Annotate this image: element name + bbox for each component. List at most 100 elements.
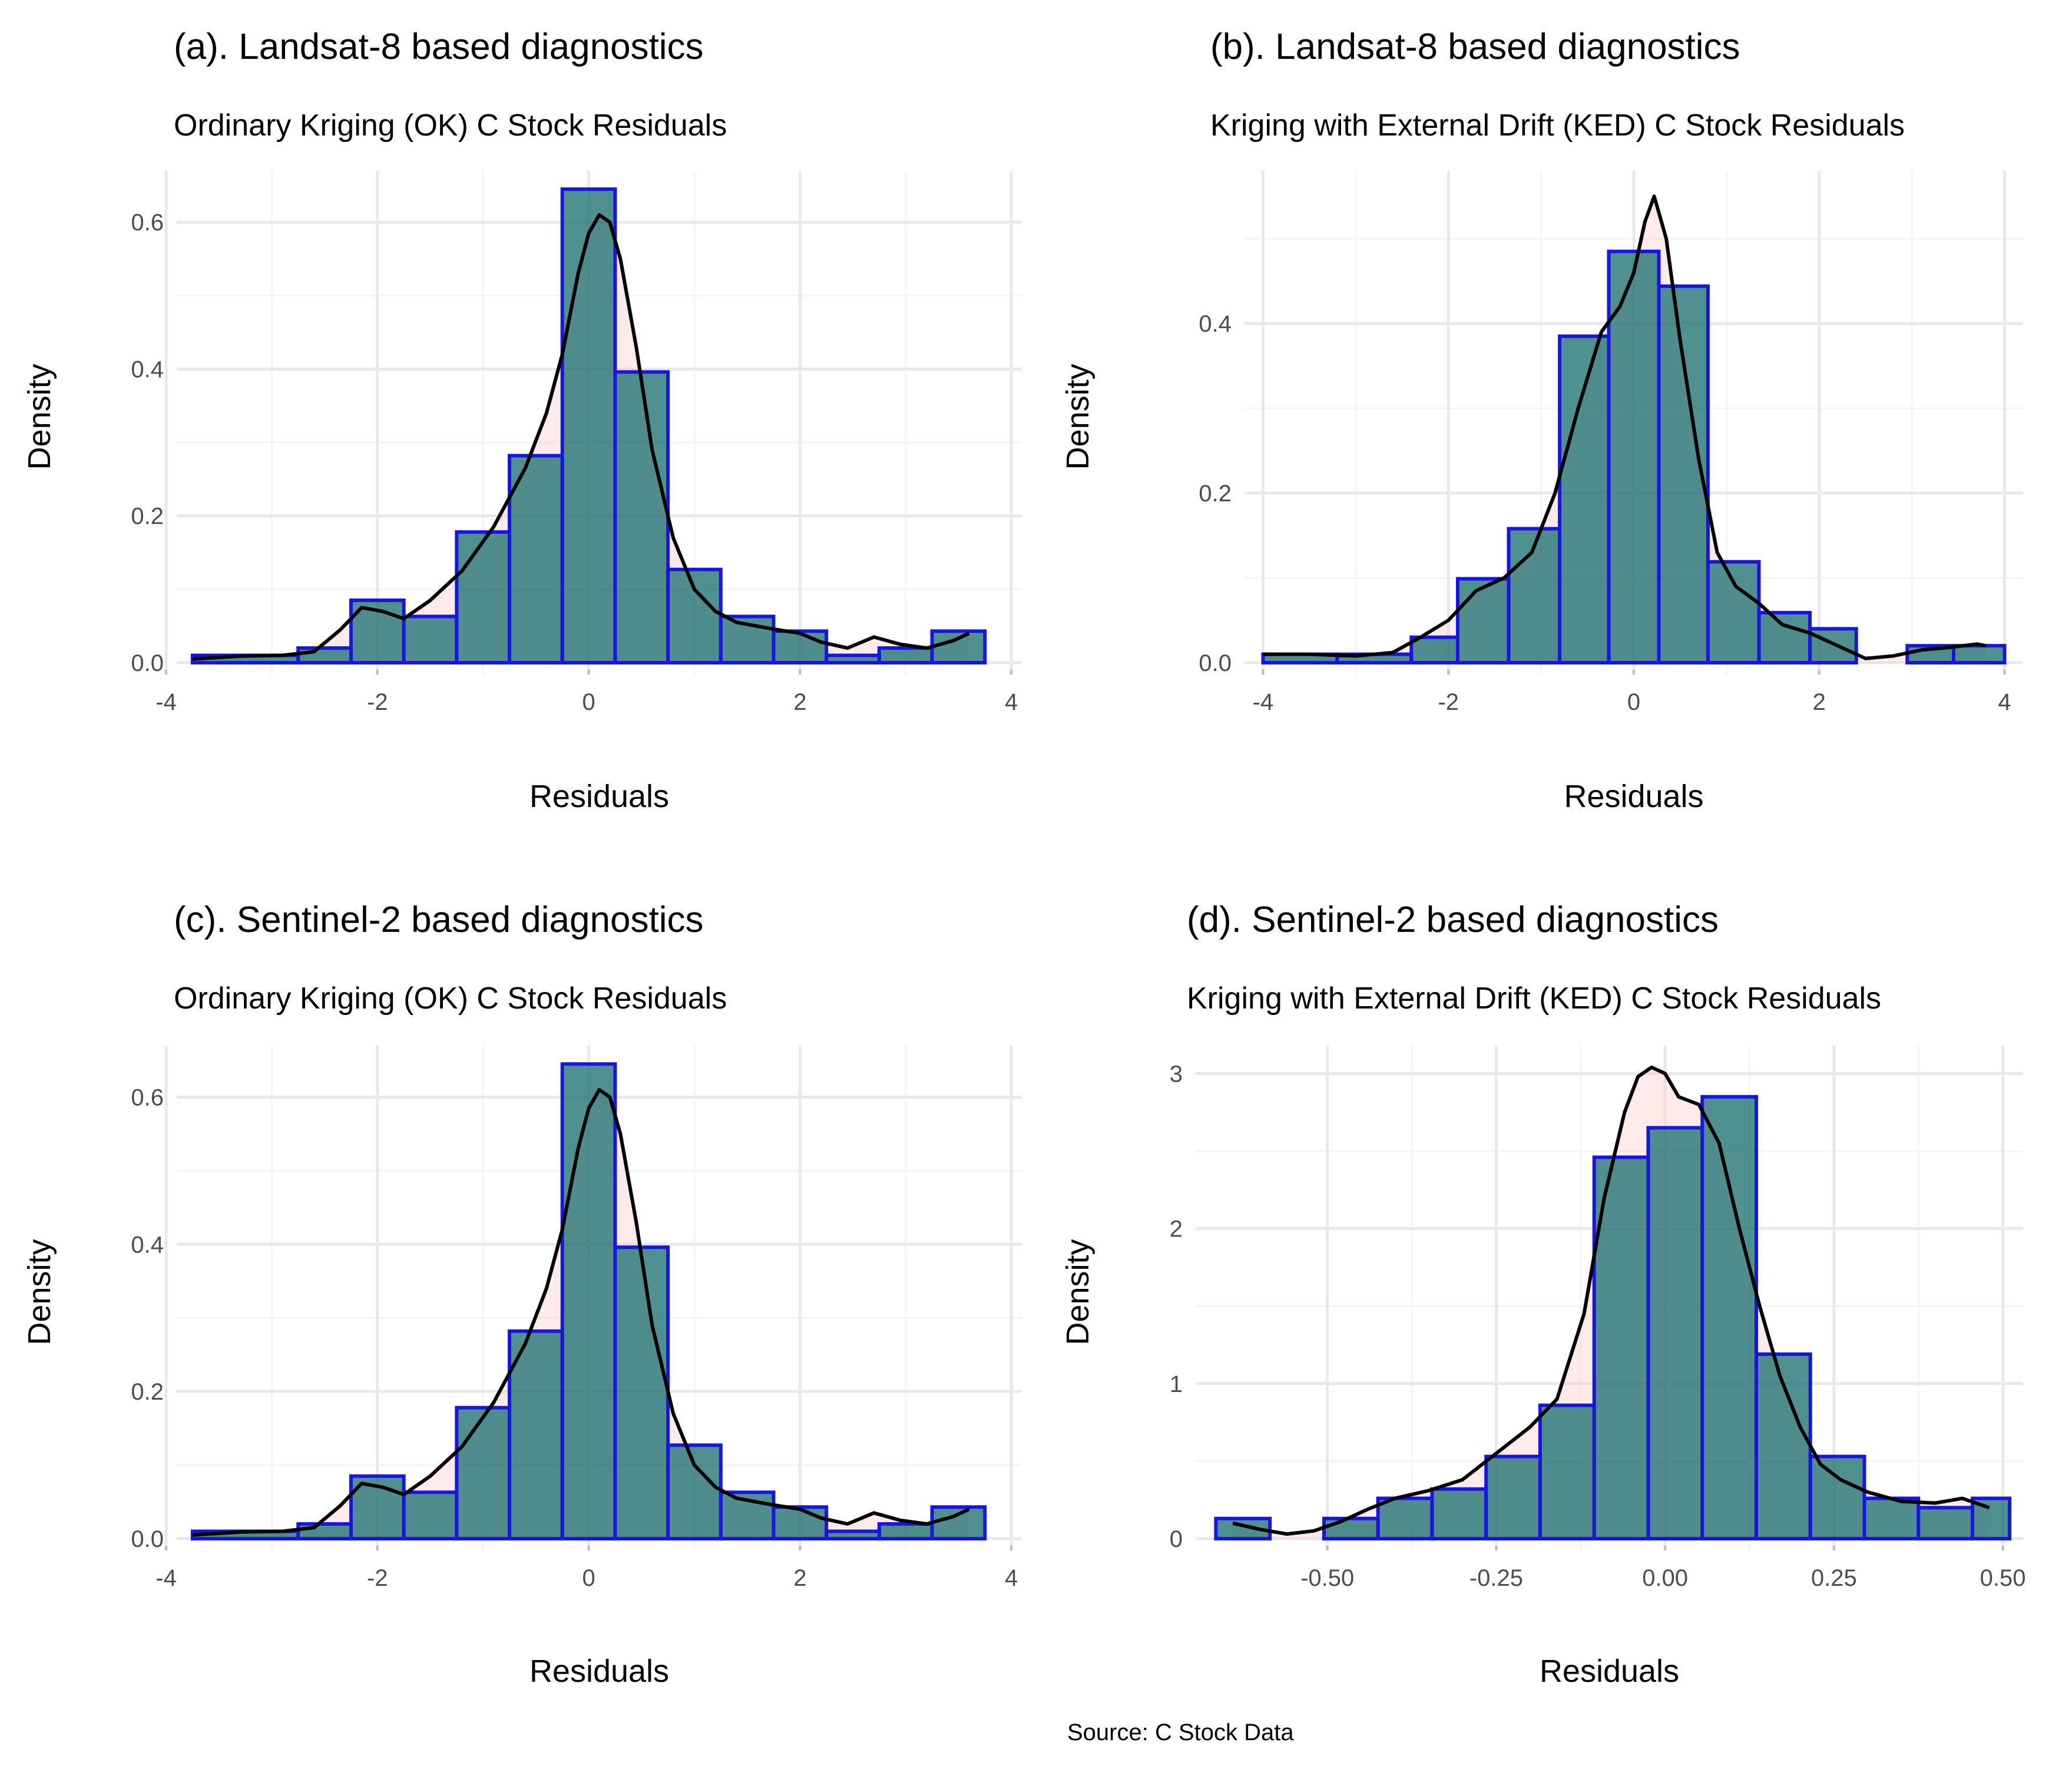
panel-a-histogram-bar-8 [666,567,723,664]
panel-a-histogram-bar-6 [560,187,617,664]
panel-d-histogram-bar-6 [1538,1403,1596,1541]
panel-c-title: (c). Sentinel-2 based diagnostics [174,900,703,940]
panel-c-x-tick-label: 2 [793,1565,806,1591]
panel-b-subtitle: Kriging with External Drift (KED) C Stoc… [1210,108,1905,143]
panel-b-x-tick-label: -2 [1438,689,1459,715]
panel-a-x-tick-label: 4 [1005,689,1018,715]
panel-c-histogram-bar-1 [296,1522,353,1540]
panel-d-subtitle: Kriging with External Drift (KED) C Stoc… [1187,981,1881,1016]
panel-b-x-axis-title: Residuals [1564,779,1703,814]
panel-c-histogram-bar-4 [455,1406,512,1540]
panel-a-title: (a). Landsat-8 based diagnostics [174,27,704,67]
panel-c-y-tick-label: 0.4 [131,1232,164,1258]
panel-b-x-tick-label: 2 [1813,689,1826,715]
panel-a-x-tick-label: 2 [793,689,806,715]
panel-d-histogram-bar-3 [1376,1496,1434,1540]
panel-a-histogram-bar-11 [825,653,881,665]
panel-d-histogram-bar-12 [1862,1496,1921,1540]
panel-a-y-tick-label: 0.0 [131,650,164,676]
panel-c-y-tick-label: 0.0 [131,1526,164,1552]
panel-a-histogram-bar-12 [877,646,934,664]
panel-a-y-tick-label: 0.6 [131,210,164,236]
panel-d-title: (d). Sentinel-2 based diagnostics [1187,900,1719,940]
panel-c-x-tick-label: 4 [1005,1565,1018,1591]
panel-d-density-line [1232,1065,1990,1536]
panel-b-x-tick-label: -4 [1253,689,1274,715]
panel-b-y-tick-label: 0.0 [1199,650,1232,676]
panel-c-histogram-bar-7 [613,1245,670,1540]
panel-d-x-tick-label: -0.50 [1300,1565,1354,1591]
panel-a-histogram-bar-9 [719,614,776,665]
panel-b-histogram-bar-13 [1951,644,2007,665]
panel-c-histogram-bar-13 [930,1505,987,1540]
panel-a-x-tick-label: 0 [582,689,595,715]
panel-c-x-axis-title: Residuals [529,1654,669,1689]
panel-d-histogram-bar-11 [1808,1454,1866,1540]
panel-b: -4 -2 0 2 4 0.0 0.2 0.4 (b). Landsat-8 based dia… [1060,27,2023,814]
panel-c-y-tick-label: 0.2 [131,1379,164,1405]
panel-a-histogram-bar-1 [296,646,353,664]
panel-c-x-tick-label: -4 [155,1565,177,1591]
panel-c-y-tick-label: 0.6 [131,1084,164,1110]
source-caption: Source: C Stock Data [1067,1720,1294,1745]
panel-c-histogram-bar-11 [825,1529,881,1541]
panel-b-y-axis-title: Density [1060,363,1095,469]
panel-d-histogram-bar-4 [1430,1487,1488,1541]
panel-a: -4 -2 0 2 4 0.0 0.2 0.4 0.6 (a). Landsat-8 based … [22,27,1022,814]
panel-b-y-tick-label: 0.4 [1199,311,1232,337]
panel-d-y-tick-label: 2 [1170,1216,1183,1242]
panel-d-histogram-bar-5 [1484,1454,1542,1540]
panel-b-density-line [1263,194,1987,660]
panel-d-y-tick-label: 1 [1170,1371,1183,1397]
panel-d-x-tick-label: 0.50 [1980,1565,2026,1591]
panel-a-histogram-bar-5 [508,454,564,664]
panel-d-x-tick-label: -0.25 [1469,1565,1523,1591]
panel-c-histogram-bar-8 [666,1443,723,1540]
panel-b-x-tick-label: 0 [1627,689,1640,715]
panel-c-histogram-bar-5 [508,1329,564,1540]
panel-b-x-tick-label: 4 [1998,689,2011,715]
panel-a-y-tick-label: 0.4 [131,356,164,382]
panel-d-y-axis-title: Density [1060,1239,1095,1345]
panel-c: -4 -2 0 2 4 0.0 0.2 0.4 0.6 (c). Sentinel-2 based… [22,900,1022,1689]
panel-a-y-tick-label: 0.2 [131,504,164,530]
panel-c-y-axis-title: Density [22,1239,57,1345]
panel-a-histogram-bar-13 [930,629,987,664]
panel-b-histogram-bar-2 [1409,635,1459,664]
panel-c-x-tick-label: 0 [582,1565,595,1591]
panel-b-histogram-bar-8 [1706,560,1761,664]
panel-c-histogram-bar-12 [877,1522,934,1540]
panel-c-histogram-bar-10 [772,1505,829,1540]
panel-d-y-tick-label: 3 [1170,1061,1183,1087]
panel-b-histogram-bar-9 [1757,611,1812,664]
panel-b-histogram-bar-3 [1455,577,1511,664]
panel-d-x-tick-label: 0.00 [1642,1565,1688,1591]
panel-a-x-tick-label: -2 [367,689,388,715]
panel-d-histogram-bar-2 [1322,1516,1380,1540]
panel-c-subtitle: Ordinary Kriging (OK) C Stock Residuals [174,981,727,1016]
panel-a-density-line [192,213,970,661]
panel-c-histogram-bar-3 [402,1490,459,1541]
panel-a-x-axis-title: Residuals [529,779,669,814]
panel-c-x-tick-label: -2 [367,1565,388,1591]
panel-b-histogram-bar-10 [1808,627,1858,665]
panel-a-histogram-bar-4 [455,530,512,664]
panel-c-density-line [192,1088,970,1537]
panel-d-histogram-bar-9 [1700,1095,1758,1540]
panel-a-y-axis-title: Density [22,363,57,469]
panel-a-x-tick-label: -4 [155,689,177,715]
panel-d-y-tick-label: 0 [1170,1526,1183,1552]
panel-d-histogram-bar-13 [1917,1506,1974,1540]
panel-a-histogram-bar-10 [772,629,829,664]
panel-a-histogram-bar-7 [613,370,670,664]
panel-d: -0.50 -0.25 0.00 0.25 0.50 0 1 2 3 (d). Sentinel-… [1060,900,2026,1689]
panel-d-histogram-bar-8 [1646,1126,1704,1540]
panel-a-histogram-bar-3 [402,614,459,665]
panel-c-histogram-bar-6 [560,1062,617,1540]
panel-b-y-tick-label: 0.2 [1199,481,1232,507]
panel-a-subtitle: Ordinary Kriging (OK) C Stock Residuals [174,108,727,143]
panel-d-x-tick-label: 0.25 [1811,1565,1857,1591]
panel-d-x-axis-title: Residuals [1540,1654,1679,1689]
panel-b-histogram-bar-7 [1657,284,1710,664]
